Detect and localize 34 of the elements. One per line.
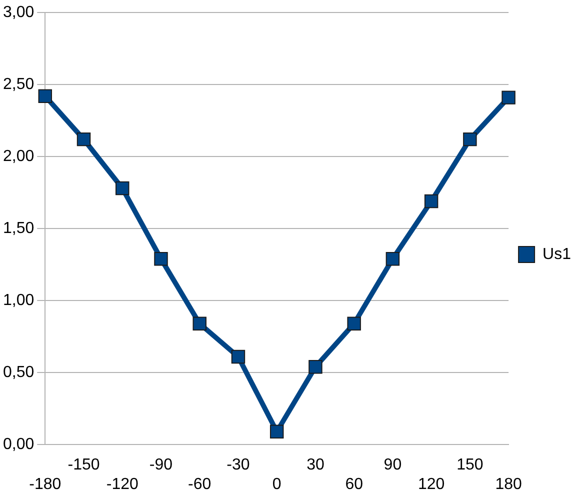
point — [76, 132, 91, 146]
point — [231, 350, 246, 364]
x-tick-label: -60 — [188, 476, 212, 493]
x-tick-label: 90 — [384, 456, 402, 474]
y-tick-label: 1,00 — [3, 292, 34, 310]
y-tick-label: 0,50 — [3, 364, 34, 382]
x-tick-label: 0 — [272, 476, 282, 493]
legend-label: Us1 — [542, 246, 572, 263]
point — [308, 360, 322, 374]
point — [154, 252, 168, 266]
point — [38, 89, 52, 103]
x-tick-label: -180 — [29, 476, 62, 493]
x-tick-label: 30 — [306, 456, 324, 474]
x-tick-label: -90 — [149, 456, 173, 474]
point — [502, 90, 516, 104]
point — [347, 316, 361, 331]
x-tick-label: 120 — [418, 476, 445, 493]
x-tick-label: -150 — [68, 456, 100, 474]
point — [424, 194, 438, 208]
x-tick-label: 60 — [345, 476, 364, 493]
y-tick-label: 3,00 — [3, 4, 34, 22]
x-tick-label: -120 — [106, 476, 138, 493]
y-tick-label: 2,00 — [3, 148, 34, 166]
point — [192, 316, 206, 331]
point — [270, 424, 284, 439]
x-tick-label: 180 — [495, 476, 522, 493]
point — [386, 252, 400, 266]
point — [116, 181, 130, 196]
point — [463, 132, 477, 146]
y-tick-label: 0,00 — [3, 436, 34, 454]
x-tick-label: 150 — [456, 456, 484, 474]
x-tick-label: -30 — [226, 456, 250, 474]
y-tick-label: 2,50 — [3, 76, 34, 94]
y-tick-label: 1,50 — [3, 220, 34, 238]
